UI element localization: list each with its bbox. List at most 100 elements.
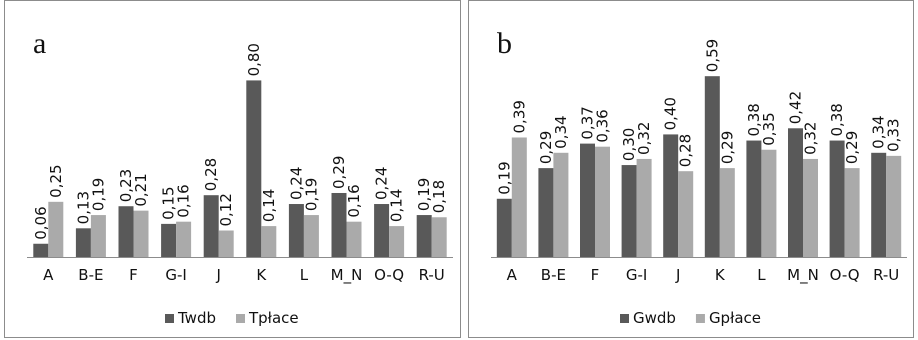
x-tick-label-A: A bbox=[507, 266, 518, 284]
chart-panel-b: b 0,19 0,39 A 0,29 0,34 B-E 0,37 0,36 F 0,30 0,32 G… bbox=[468, 0, 914, 338]
bar-Tpłace-A bbox=[48, 201, 64, 257]
bar-Twdb-F bbox=[118, 206, 134, 257]
data-label-Twdb-O-Q: 0,24 bbox=[373, 167, 391, 200]
data-label-Gwdb-K: 0,59 bbox=[703, 39, 721, 72]
bar-Tpłace-K bbox=[261, 226, 277, 257]
data-label-Tpłace-L: 0,19 bbox=[302, 178, 320, 211]
x-tick-label-B-E: B-E bbox=[541, 266, 566, 284]
bar-Tpłace-M_N bbox=[346, 221, 362, 257]
x-tick-label-R-U: R-U bbox=[419, 266, 445, 284]
bar-Gwdb-A bbox=[496, 198, 512, 257]
legend-swatch-Tpłace bbox=[236, 314, 245, 323]
bar-Twdb-R-U bbox=[416, 215, 432, 257]
bar-Gpłace-M_N bbox=[803, 158, 818, 257]
bar-Tpłace-J bbox=[218, 230, 234, 257]
bar-Gpłace-F bbox=[595, 146, 610, 257]
legend-label-Tpłace: Tpłace bbox=[248, 309, 299, 327]
data-label-Gpłace-K: 0,29 bbox=[718, 131, 736, 164]
data-label-Twdb-B-E: 0,13 bbox=[74, 191, 92, 224]
data-label-Tpłace-K: 0,14 bbox=[260, 189, 278, 222]
bar-Tpłace-F bbox=[133, 210, 149, 257]
data-label-Twdb-K: 0,80 bbox=[245, 43, 263, 76]
chart-b-svg: 0,190,39A0,290,34B-E0,370,36F0,300,32G-I… bbox=[491, 39, 907, 327]
legend: Gwdb Gpłace bbox=[620, 309, 761, 327]
data-label-Gwdb-G-I: 0,30 bbox=[620, 128, 638, 161]
legend-label-Gpłace: Gpłace bbox=[709, 309, 761, 327]
bar-Gpłace-O-Q bbox=[844, 168, 860, 257]
x-tick-label-F: F bbox=[129, 266, 138, 284]
x-tick-label-K: K bbox=[715, 266, 726, 284]
bar-Gwdb-G-I bbox=[621, 165, 637, 257]
legend-label-Twdb: Twdb bbox=[177, 309, 216, 327]
bar-Gwdb-O-Q bbox=[829, 140, 845, 257]
data-label-Tpłace-F: 0,21 bbox=[132, 173, 150, 206]
bar-Tpłace-R-U bbox=[431, 217, 447, 257]
chart-a-svg: 0,060,25A0,130,19B-E0,230,21F0,150,16G-I… bbox=[27, 43, 453, 327]
legend-label-Gwdb: Gwdb bbox=[633, 309, 676, 327]
x-tick-label-O-Q: O-Q bbox=[374, 266, 404, 284]
x-tick-label-J: J bbox=[675, 266, 680, 284]
x-tick-label-K: K bbox=[256, 266, 267, 284]
panel-label-a: a bbox=[33, 27, 47, 60]
data-label-Twdb-F: 0,23 bbox=[117, 169, 135, 202]
bar-Twdb-O-Q bbox=[374, 204, 390, 257]
panel-label-b: b bbox=[497, 27, 512, 60]
bar-Tpłace-O-Q bbox=[389, 226, 405, 257]
data-label-Gwdb-J: 0,40 bbox=[662, 97, 680, 130]
data-label-Tpłace-J: 0,12 bbox=[217, 193, 235, 226]
bar-Gwdb-K bbox=[704, 76, 720, 258]
legend-swatch-Gpłace bbox=[695, 314, 705, 323]
bar-Gwdb-L bbox=[746, 140, 762, 257]
bar-Twdb-B-E bbox=[75, 228, 91, 257]
data-label-Tpłace-R-U: 0,18 bbox=[430, 180, 448, 213]
bar-Gpłace-J bbox=[678, 171, 694, 257]
data-label-Gpłace-O-Q: 0,29 bbox=[843, 131, 861, 164]
bar-Gpłace-R-U bbox=[886, 155, 902, 257]
data-label-Gpłace-M_N: 0,32 bbox=[802, 122, 820, 155]
legend-swatch-Gwdb bbox=[620, 314, 629, 323]
data-label-Gwdb-R-U: 0,34 bbox=[870, 115, 888, 148]
bar-Twdb-K bbox=[246, 80, 262, 257]
legend-swatch-Twdb bbox=[165, 314, 174, 323]
bar-Gwdb-B-E bbox=[538, 168, 554, 257]
x-tick-label-M_N: M_N bbox=[787, 266, 819, 285]
data-label-Twdb-M_N: 0,29 bbox=[330, 156, 348, 189]
x-tick-label-G-I: G-I bbox=[165, 266, 186, 284]
chart-panel-a: a 0,06 0,25 A 0,13 0,19 B-E 0,23 0,21 F 0,15 0,16 G… bbox=[4, 0, 461, 338]
data-label-Gpłace-G-I: 0,32 bbox=[635, 122, 653, 155]
x-tick-label-J: J bbox=[215, 266, 220, 284]
bar-Tpłace-L bbox=[303, 215, 319, 257]
x-tick-label-R-U: R-U bbox=[873, 266, 899, 284]
bar-Twdb-G-I bbox=[161, 223, 177, 257]
data-label-Twdb-L: 0,24 bbox=[287, 167, 305, 200]
bar-Gwdb-M_N bbox=[788, 128, 803, 257]
x-tick-label-O-Q: O-Q bbox=[830, 266, 860, 284]
x-tick-label-F: F bbox=[591, 266, 600, 284]
x-tick-label-M_N: M_N bbox=[331, 266, 363, 285]
data-label-Tpłace-M_N: 0,16 bbox=[345, 184, 363, 217]
x-tick-label-A: A bbox=[43, 266, 54, 284]
bar-Gwdb-F bbox=[580, 143, 595, 257]
bar-Gpłace-L bbox=[761, 149, 777, 257]
bar-Gpłace-A bbox=[511, 137, 527, 257]
x-tick-label-L: L bbox=[757, 266, 766, 284]
data-label-Tpłace-B-E: 0,19 bbox=[89, 178, 107, 211]
bar-Twdb-J bbox=[203, 195, 219, 257]
data-label-Gpłace-B-E: 0,34 bbox=[552, 115, 570, 148]
data-label-Twdb-J: 0,28 bbox=[202, 158, 220, 191]
data-label-Gpłace-J: 0,28 bbox=[677, 134, 695, 167]
data-label-Gwdb-A: 0,19 bbox=[495, 161, 513, 194]
legend: Twdb Tpłace bbox=[165, 309, 299, 327]
data-label-Gpłace-L: 0,35 bbox=[760, 112, 778, 145]
bar-Tpłace-G-I bbox=[176, 221, 192, 257]
data-label-Tpłace-A: 0,25 bbox=[47, 164, 65, 197]
data-label-Gwdb-M_N: 0,42 bbox=[787, 91, 805, 124]
data-label-Twdb-G-I: 0,15 bbox=[160, 186, 178, 219]
data-label-Gwdb-F: 0,37 bbox=[579, 106, 597, 139]
data-label-Tpłace-O-Q: 0,14 bbox=[388, 189, 406, 222]
bar-Twdb-L bbox=[288, 204, 304, 257]
bar-Gwdb-R-U bbox=[871, 152, 887, 257]
x-tick-label-L: L bbox=[300, 266, 309, 284]
data-label-Gpłace-R-U: 0,33 bbox=[885, 118, 903, 151]
x-tick-label-G-I: G-I bbox=[626, 266, 647, 284]
